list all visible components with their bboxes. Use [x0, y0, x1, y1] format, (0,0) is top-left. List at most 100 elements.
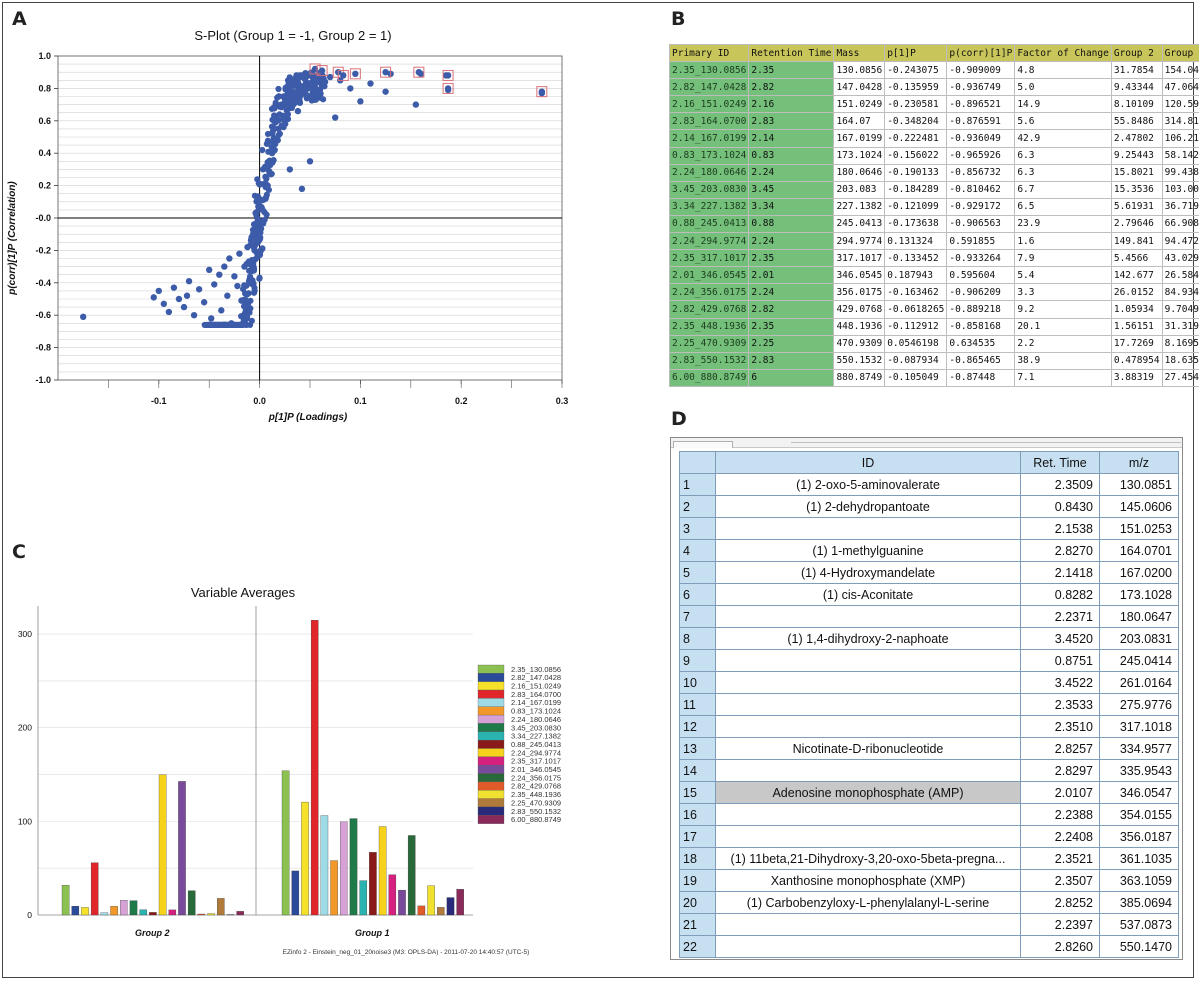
table-d-cell[interactable]: (1) 2-oxo-5-aminovalerate	[715, 473, 1021, 496]
highlighted-point[interactable]	[352, 70, 359, 78]
table-d-cell[interactable]: 10	[679, 671, 716, 694]
table-d-header-cell[interactable]	[679, 451, 716, 474]
table-d-cell[interactable]: 2.3533	[1020, 693, 1100, 716]
table-d-cell[interactable]: 14	[679, 759, 716, 782]
table-d-cell[interactable]: 3.4520	[1020, 627, 1100, 650]
table-d-cell[interactable]	[715, 715, 1021, 738]
table-d-cell[interactable]: 17	[679, 825, 716, 848]
table-d-cell[interactable]: 21	[679, 913, 716, 936]
table-d-cell[interactable]: (1) 2-dehydropantoate	[715, 495, 1021, 518]
table-row[interactable]: 1 (1) 2-oxo-5-aminovalerate 2.3509 130.0851	[679, 473, 1179, 496]
table-d-cell[interactable]: (1) 1-methylguanine	[715, 539, 1021, 562]
table-d-cell[interactable]: 18	[679, 847, 716, 870]
highlighted-point[interactable]	[538, 88, 546, 95]
table-row[interactable]: 12 2.3510 317.1018	[679, 715, 1179, 738]
table-d-cell[interactable]: 180.0647	[1099, 605, 1179, 628]
table-d-cell[interactable]: 203.0831	[1099, 627, 1179, 650]
table-d-cell[interactable]: (1) 4-Hydroxymandelate	[715, 561, 1021, 584]
table-row[interactable]: 21 2.2397 537.0873	[679, 913, 1179, 936]
table-d-cell[interactable]: 19	[679, 869, 716, 892]
table-d-cell[interactable]: 6	[679, 583, 716, 606]
table-row[interactable]: 18 (1) 11beta,21-Dihydroxy-3,20-oxo-5beta…	[679, 847, 1179, 870]
table-d-cell[interactable]: 356.0187	[1099, 825, 1179, 848]
table-d-cell[interactable]: 2.2371	[1020, 605, 1100, 628]
table-d-cell[interactable]: 173.1028	[1099, 583, 1179, 606]
table-row[interactable]: 2 (1) 2-dehydropantoate 0.8430 145.0606	[679, 495, 1179, 518]
table-d-cell[interactable]: 2.2408	[1020, 825, 1100, 848]
table-d-cell[interactable]: Nicotinate-D-ribonucleotide	[715, 737, 1021, 760]
table-d-cell[interactable]: 0.8430	[1020, 495, 1100, 518]
table-d-cell[interactable]: 2.1538	[1020, 517, 1100, 540]
table-row[interactable]: 14 2.8297 335.9543	[679, 759, 1179, 782]
table-d-cell[interactable]	[715, 517, 1021, 540]
table-d-cell[interactable]	[715, 913, 1021, 936]
highlighted-point[interactable]	[382, 69, 389, 76]
table-d-cell[interactable]: 5	[679, 561, 716, 584]
table-row[interactable]: 15 Adenosine monophosphate (AMP) 2.0107 346…	[679, 781, 1179, 804]
table-d-cell[interactable]: 245.0414	[1099, 649, 1179, 672]
table-d-cell[interactable]	[715, 693, 1021, 716]
table-d-header-cell[interactable]: m/z	[1099, 451, 1179, 474]
table-d-cell[interactable]: 354.0155	[1099, 803, 1179, 826]
table-d-cell[interactable]: 167.0200	[1099, 561, 1179, 584]
table-d-cell[interactable]: 2.8257	[1020, 737, 1100, 760]
table-d-cell[interactable]: 346.0547	[1099, 781, 1179, 804]
table-row[interactable]: 9 0.8751 245.0414	[679, 649, 1179, 672]
table-d-cell[interactable]: 335.9543	[1099, 759, 1179, 782]
table-d-cell[interactable]: 385.0694	[1099, 891, 1179, 914]
highlighted-point[interactable]	[444, 72, 452, 79]
table-d-cell[interactable]: 2.3509	[1020, 473, 1100, 496]
table-row[interactable]: 8 (1) 1,4-dihydroxy-2-naphoate 3.4520 203.0…	[679, 627, 1179, 650]
table-row[interactable]: 5 (1) 4-Hydroxymandelate 2.1418 167.0200	[679, 561, 1179, 584]
table-d-cell[interactable]: 275.9776	[1099, 693, 1179, 716]
table-d-cell[interactable]: 145.0606	[1099, 495, 1179, 518]
table-d-cell[interactable]: 0.8282	[1020, 583, 1100, 606]
table-row[interactable]: 4 (1) 1-methylguanine 2.8270 164.0701	[679, 539, 1179, 562]
table-d-cell[interactable]: 334.9577	[1099, 737, 1179, 760]
table-d-header-cell[interactable]: ID	[715, 451, 1021, 474]
table-d-cell[interactable]: 130.0851	[1099, 473, 1179, 496]
table-d-cell[interactable]	[715, 759, 1021, 782]
table-d-cell[interactable]: 317.1018	[1099, 715, 1179, 738]
highlighted-point[interactable]	[318, 67, 326, 74]
table-d-cell[interactable]: 2.2397	[1020, 913, 1100, 936]
table-d-cell[interactable]: (1) 11beta,21-Dihydroxy-3,20-oxo-5beta-p…	[715, 847, 1021, 870]
table-d-cell[interactable]: 363.1059	[1099, 869, 1179, 892]
table-d-cell[interactable]: 1	[679, 473, 716, 496]
table-d-cell[interactable]: Xanthosine monophosphate (XMP)	[715, 869, 1021, 892]
table-d-cell[interactable]: 164.0701	[1099, 539, 1179, 562]
table-row[interactable]: 22 2.8260 550.1470	[679, 935, 1179, 958]
table-d-cell[interactable]	[715, 605, 1021, 628]
table-d-cell[interactable]: Adenosine monophosphate (AMP)	[715, 781, 1021, 804]
table-d-cell[interactable]: 2.3507	[1020, 869, 1100, 892]
table-d-header-cell[interactable]: Ret. Time	[1020, 451, 1100, 474]
table-d-cell[interactable]: (1) 1,4-dihydroxy-2-naphoate	[715, 627, 1021, 650]
table-d-cell[interactable]: (1) Carbobenzyloxy-L-phenylalanyl-L-seri…	[715, 891, 1021, 914]
table-row[interactable]: 20 (1) Carbobenzyloxy-L-phenylalanyl-L-se…	[679, 891, 1179, 914]
table-d-cell[interactable]: 15	[679, 781, 716, 804]
grid-tab[interactable]	[673, 441, 733, 448]
highlighted-point[interactable]	[340, 72, 347, 79]
table-d-cell[interactable]	[715, 803, 1021, 826]
table-d-cell[interactable]: 2.3510	[1020, 715, 1100, 738]
table-d-cell[interactable]: 4	[679, 539, 716, 562]
table-d-cell[interactable]: 261.0164	[1099, 671, 1179, 694]
highlighted-point[interactable]	[415, 69, 423, 76]
table-row[interactable]: 10 3.4522 261.0164	[679, 671, 1179, 694]
table-d-cell[interactable]: 2.8270	[1020, 539, 1100, 562]
table-d-cell[interactable]: 22	[679, 935, 716, 958]
table-row[interactable]: 17 2.2408 356.0187	[679, 825, 1179, 848]
table-d-cell[interactable]: 11	[679, 693, 716, 716]
table-row[interactable]: 11 2.3533 275.9776	[679, 693, 1179, 716]
table-d-cell[interactable]	[715, 671, 1021, 694]
table-d-cell[interactable]: 0.8751	[1020, 649, 1100, 672]
table-d-cell[interactable]: 16	[679, 803, 716, 826]
table-d-cell[interactable]: 537.0873	[1099, 913, 1179, 936]
table-row[interactable]: 6 (1) cis-Aconitate 0.8282 173.1028	[679, 583, 1179, 606]
table-row[interactable]: 7 2.2371 180.0647	[679, 605, 1179, 628]
table-d-cell[interactable]: 8	[679, 627, 716, 650]
table-d-cell[interactable]: (1) cis-Aconitate	[715, 583, 1021, 606]
table-d-cell[interactable]: 2.8260	[1020, 935, 1100, 958]
table-d-cell[interactable]: 7	[679, 605, 716, 628]
table-d-cell[interactable]	[715, 649, 1021, 672]
